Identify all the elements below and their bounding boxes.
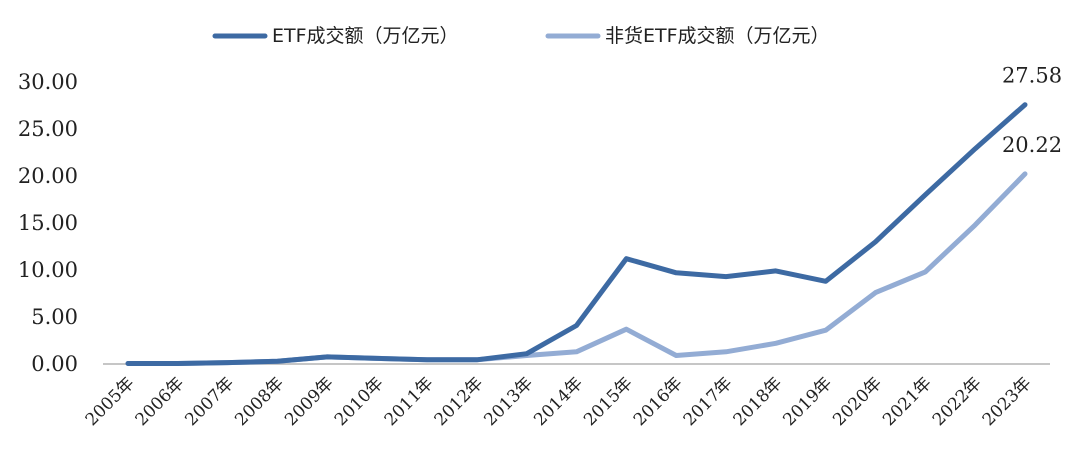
x-tick-label: 2015年 [580,373,637,430]
x-tick-label: 2014年 [530,373,587,430]
x-tick-label: 2019年 [779,373,836,430]
x-tick-label: 2018年 [730,373,787,430]
x-tick-label: 2023年 [979,373,1036,430]
x-tick-label: 2016年 [630,373,687,430]
data-label: 20.22 [1002,133,1062,157]
x-tick-label: 2010年 [331,373,388,430]
x-axis: 2005年2006年2007年2008年2009年2010年2011年2012年… [82,373,1036,430]
legend: ETF成交额（万亿元） 非货ETF成交额（万亿元） [212,25,830,47]
x-tick-label: 2011年 [381,373,438,430]
x-tick-label: 2020年 [829,373,886,430]
x-tick-label: 2006年 [132,373,189,430]
series-line-1 [125,171,1028,366]
y-tick-label: 30.00 [18,70,78,94]
y-axis: 0.00 5.00 10.00 15.00 20.00 25.00 30.00 [18,70,78,376]
y-tick-label: 15.00 [18,211,78,235]
series-group [125,102,1028,366]
x-tick-label: 2021年 [879,373,936,430]
x-tick-label: 2005年 [82,373,139,430]
series-line-0 [125,102,1028,366]
y-tick-label: 10.00 [18,258,78,282]
data-labels: 27.58 20.22 [1002,64,1062,157]
y-tick-label: 0.00 [31,352,78,376]
y-tick-label: 5.00 [31,305,78,329]
x-tick-label: 2017年 [680,373,737,430]
x-tick-label: 2013年 [480,373,537,430]
y-tick-label: 20.00 [18,164,78,188]
x-tick-label: 2009年 [281,373,338,430]
x-tick-label: 2022年 [929,373,986,430]
legend-label-nonmonetary-etf: 非货ETF成交额（万亿元） [605,25,830,47]
x-tick-label: 2007年 [181,373,238,430]
data-label: 27.58 [1002,64,1062,88]
x-tick-label: 2012年 [431,373,488,430]
legend-label-etf: ETF成交额（万亿元） [272,25,459,47]
x-tick-label: 2008年 [231,373,288,430]
y-tick-label: 25.00 [18,117,78,141]
